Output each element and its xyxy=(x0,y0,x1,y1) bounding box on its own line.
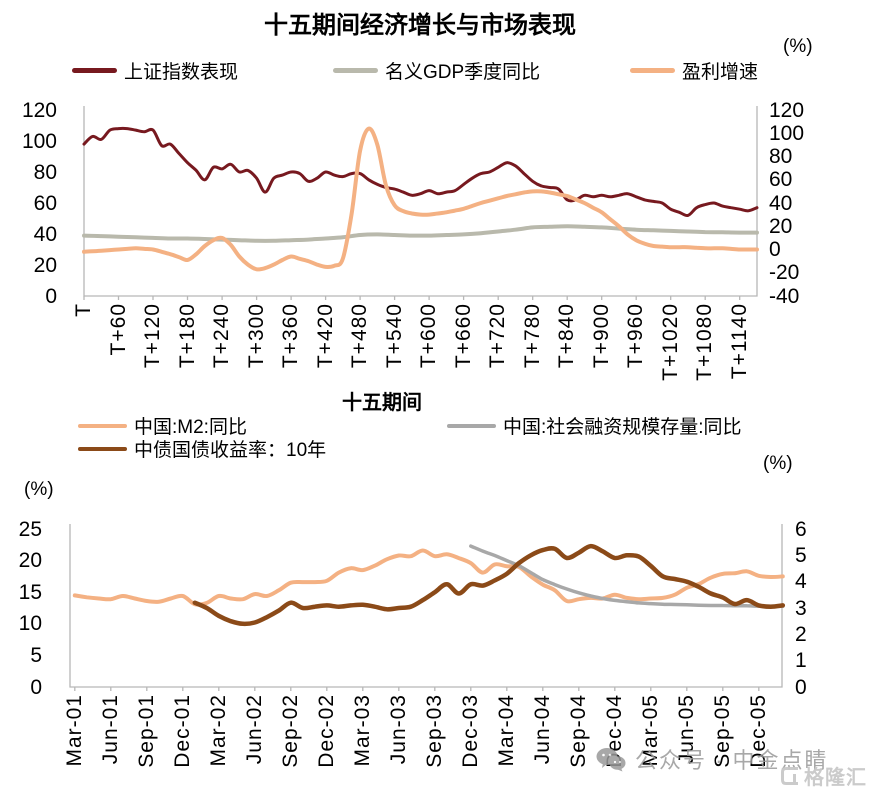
x-axis-tick-label: T+600 xyxy=(417,303,441,369)
x-axis-tick-label: T+960 xyxy=(624,303,648,369)
y-axis-right-tick-label: 6 xyxy=(795,517,807,541)
x-axis-tick-label: T+120 xyxy=(141,303,165,369)
y-axis-left-tick-label: 40 xyxy=(33,222,57,246)
x-axis-tick-label: T+1140 xyxy=(727,303,751,380)
legend-item-m2-yoy: 中国:M2:同比 xyxy=(78,412,247,439)
earnings-growth-swatch xyxy=(630,68,675,73)
y-axis-left-tick-label: 25 xyxy=(18,517,42,541)
x-axis-tick-label: T+420 xyxy=(313,303,337,369)
nominal-gdp-swatch xyxy=(333,68,378,73)
m2-yoy-label: 中国:M2:同比 xyxy=(134,417,247,438)
y-axis-left-tick-label: 100 xyxy=(21,129,57,153)
series-line-名义GDP季度同比 xyxy=(82,224,759,243)
gelonghui-logo-text: 格隆汇 xyxy=(804,767,867,789)
y-axis-left-tick-label: 20 xyxy=(18,549,42,573)
y-axis-right-tick-label: 40 xyxy=(769,191,793,215)
y-axis-right-tick-label: 4 xyxy=(795,570,807,594)
y-axis-right-tick-label: -20 xyxy=(769,261,800,285)
y-axis-right-tick-label: 0 xyxy=(769,238,781,261)
top-chart-title: 十五期间经济增长与市场表现 xyxy=(264,12,576,39)
x-axis-tick-label: T xyxy=(72,303,95,317)
x-axis-tick-label: T+720 xyxy=(486,303,510,369)
y-axis-right-tick-label: 120 xyxy=(769,98,805,122)
x-axis-tick-label: T+840 xyxy=(555,303,579,369)
x-axis-tick-label: Dec-02 xyxy=(314,694,338,768)
x-axis-tick-label: Mar-03 xyxy=(350,694,374,767)
x-axis-tick-label: T+180 xyxy=(175,303,199,369)
cgb-10y-yield-swatch xyxy=(78,446,127,451)
series-line-中国:社会融资规模存量:同比 xyxy=(469,544,785,608)
x-axis-tick-label: T+300 xyxy=(244,303,268,369)
legend-item-tsf-stock-yoy: 中国:社会融资规模存量:同比 xyxy=(447,412,742,439)
y-axis-right-tick-label: 1 xyxy=(795,649,807,673)
x-axis-tick-label: Mar-02 xyxy=(206,694,230,767)
tsf-stock-yoy-label: 中国:社会融资规模存量:同比 xyxy=(503,417,742,438)
x-axis-tick-label: T+1080 xyxy=(693,303,717,381)
bottom-chart-title: 十五期间 xyxy=(342,392,422,414)
y-axis-left-tick-label: 60 xyxy=(33,191,57,215)
y-axis-left-tick-label: 5 xyxy=(30,643,42,667)
x-axis-tick-label: T+480 xyxy=(348,303,372,369)
sse-index-swatch xyxy=(72,68,117,73)
x-axis-tick-label: Jun-02 xyxy=(242,694,266,765)
cgb-10y-yield-label: 中债国债收益率：10年 xyxy=(134,440,327,461)
y-axis-right-tick-label: 60 xyxy=(769,168,793,192)
sse-index-label: 上证指数表现 xyxy=(124,62,239,83)
chart-0-axes xyxy=(83,106,758,297)
y-axis-right-tick-label: 80 xyxy=(769,145,793,168)
x-axis-tick-label: T+540 xyxy=(382,303,406,369)
x-axis-tick-label: T+360 xyxy=(279,303,303,369)
nominal-gdp-label: 名义GDP季度同比 xyxy=(385,62,541,83)
x-axis-tick-label: Dec-01 xyxy=(170,694,194,768)
x-axis-tick-label: T+780 xyxy=(520,303,544,369)
y-axis-left-tick-label: 120 xyxy=(21,98,57,122)
x-axis-tick-label: T+240 xyxy=(210,303,234,369)
x-axis-tick-label: Jun-01 xyxy=(98,694,122,765)
y-axis-left-tick-label: 15 xyxy=(18,580,42,604)
wechat-icon xyxy=(596,747,626,771)
x-axis-tick-label: Mar-04 xyxy=(494,694,518,767)
y-axis-right-tick-label: 3 xyxy=(795,596,807,620)
legend-item-sse-index: 上证指数表现 xyxy=(72,57,238,84)
x-axis-tick-label: Jun-03 xyxy=(386,694,410,765)
y-axis-left-tick-label: 10 xyxy=(18,612,42,636)
tsf-stock-yoy-swatch xyxy=(447,423,496,428)
y-axis-left-tick-label: 20 xyxy=(33,253,57,277)
m2-yoy-swatch xyxy=(78,423,127,428)
bottom-left-axis-unit: (%) xyxy=(24,479,54,500)
y-axis-left-tick-label: 80 xyxy=(33,160,57,184)
x-axis-tick-label: Sep-03 xyxy=(422,694,446,768)
y-axis-right-tick-label: 2 xyxy=(795,622,807,646)
x-axis-tick-label: Sep-02 xyxy=(278,694,302,768)
gelonghui-icon xyxy=(781,766,798,785)
y-axis-right-tick-label: 100 xyxy=(769,121,805,145)
x-axis-tick-label: T+900 xyxy=(589,303,613,369)
x-axis-tick-label: Sep-01 xyxy=(134,694,158,768)
legend-item-earnings-growth: 盈利增速 xyxy=(630,57,758,84)
y-axis-left-tick-label: 0 xyxy=(30,675,42,699)
x-axis-tick-label: T+660 xyxy=(451,303,475,369)
top-right-axis-unit: (%) xyxy=(783,36,813,57)
y-axis-right-tick-label: 20 xyxy=(769,214,793,238)
gelonghui-logo: 格隆汇 xyxy=(779,761,867,790)
series-line-中债国债收益率：10年 xyxy=(192,543,786,627)
legend-item-nominal-gdp: 名义GDP季度同比 xyxy=(333,57,540,84)
series-line-上证指数表现 xyxy=(82,126,759,218)
x-axis-tick-label: T+60 xyxy=(106,303,130,356)
y-axis-right-tick-label: 5 xyxy=(795,543,807,567)
series-line-盈利增速 xyxy=(82,126,759,272)
legend-item-cgb-10y-yield: 中债国债收益率：10年 xyxy=(78,435,326,462)
y-axis-right-tick-label: 0 xyxy=(795,675,807,699)
x-axis-tick-label: Mar-01 xyxy=(62,694,86,767)
y-axis-left-tick-label: 0 xyxy=(45,284,57,308)
x-axis-tick-label: Sep-04 xyxy=(566,694,590,768)
earnings-growth-label: 盈利增速 xyxy=(682,62,759,83)
y-axis-right-tick-label: -40 xyxy=(769,284,800,308)
x-axis-tick-label: T+1020 xyxy=(658,303,682,381)
x-axis-tick-label: Dec-03 xyxy=(458,694,482,768)
x-axis-tick-label: Jun-04 xyxy=(530,694,554,765)
bottom-right-axis-unit: (%) xyxy=(763,453,793,474)
